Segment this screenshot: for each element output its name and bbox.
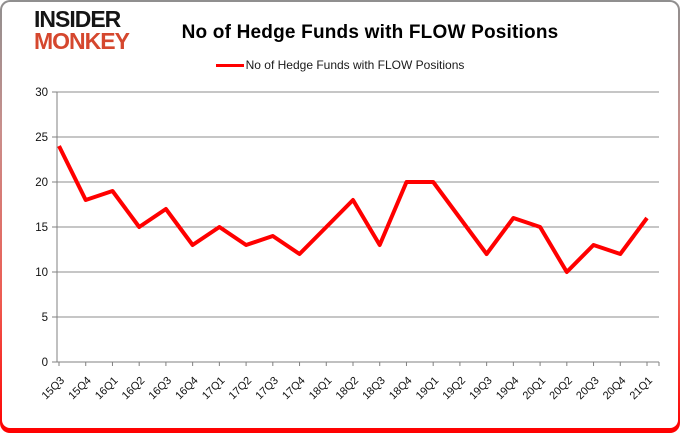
x-axis-label: 20Q1 <box>521 375 549 403</box>
y-axis-label: 5 <box>42 312 48 324</box>
x-axis-label: 15Q3 <box>40 375 68 403</box>
y-axis-label: 20 <box>35 177 48 189</box>
legend-label: No of Hedge Funds with FLOW Positions <box>245 58 465 72</box>
logo-text-insider: INSIDER <box>34 5 121 33</box>
x-axis-label: 16Q1 <box>93 375 121 403</box>
x-axis-label: 18Q1 <box>307 375 335 403</box>
x-axis-label: 16Q2 <box>120 375 148 403</box>
y-axis-label: 10 <box>35 267 48 279</box>
insider-monkey-logo: INSIDER MONKEY <box>34 5 130 54</box>
x-axis-label: 18Q2 <box>334 375 362 403</box>
x-axis-label: 18Q4 <box>387 375 415 403</box>
x-axis-label: 20Q2 <box>547 375 575 403</box>
x-axis-label: 19Q1 <box>414 375 442 403</box>
line-chart: 0 5 10 15 20 25 30 15Q3 15Q4 16Q1 16Q2 16Q3 16Q4 17Q1… <box>35 87 660 403</box>
x-axis-label: 20Q3 <box>574 375 602 403</box>
x-axis-label: 17Q2 <box>227 375 255 403</box>
x-axis-label: 19Q2 <box>441 375 469 403</box>
chart-panel: INSIDER MONKEY No of Hedge Funds with FL… <box>2 2 678 428</box>
x-axis-label: 18Q3 <box>360 375 388 403</box>
y-axis-label: 0 <box>42 357 48 369</box>
y-axis-label: 25 <box>35 132 48 144</box>
legend: No of Hedge Funds with FLOW Positions <box>2 58 678 72</box>
series-line <box>57 145 649 274</box>
x-axis-label: 21Q1 <box>628 375 656 403</box>
x-axis-label: 20Q4 <box>601 375 629 403</box>
x-axis-label: 19Q3 <box>467 375 495 403</box>
logo-text-monkey: MONKEY <box>34 27 130 54</box>
x-axis-label: 19Q4 <box>494 375 522 403</box>
y-axis-label: 30 <box>35 87 48 99</box>
x-axis-label: 15Q4 <box>66 375 94 403</box>
chart-title: No of Hedge Funds with FLOW Positions <box>181 22 559 43</box>
x-axis-label: 17Q4 <box>280 375 308 403</box>
x-axis-label: 17Q1 <box>200 375 228 403</box>
x-axis-label: 17Q3 <box>253 375 281 403</box>
y-axis-label: 15 <box>35 222 48 234</box>
x-axis-label: 16Q4 <box>173 375 201 403</box>
x-axis-label: 16Q3 <box>147 375 175 403</box>
legend-line-marker <box>215 63 244 67</box>
